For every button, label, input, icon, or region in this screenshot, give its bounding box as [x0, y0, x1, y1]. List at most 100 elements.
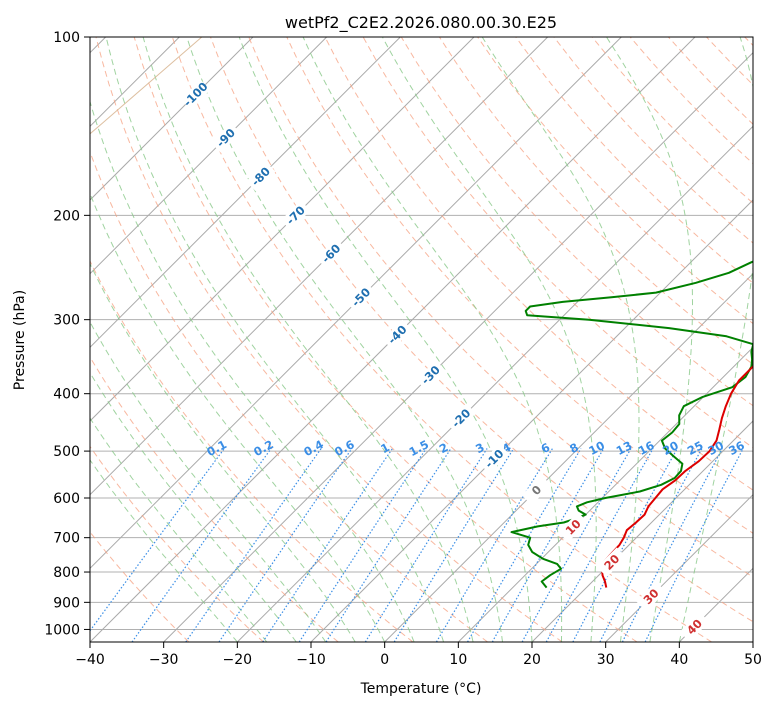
y-tick-label: 300 — [53, 313, 80, 329]
dry-adiabat — [553, 37, 753, 244]
x-tick-label: −20 — [223, 652, 253, 668]
axes: −40 −30 −20 −10 0 10 20 30 40 5010020030040050060… — [44, 30, 762, 668]
dry-adiabat — [90, 356, 339, 642]
isotherm-line — [90, 37, 475, 422]
mixing-ratio-label: 20 — [660, 438, 681, 458]
line-labels: 0.1 0.2 0.4 0.6 1 1.5 2 3 4 6 8 10 13 16 20 25 30 36-100-… — [180, 79, 747, 642]
mixing-ratio-label: 1 — [378, 440, 392, 456]
y-tick-label: 800 — [53, 565, 80, 581]
mixing-ratio-line — [131, 448, 272, 642]
isotherm-line — [90, 37, 328, 275]
isotherm-label-bg — [210, 123, 241, 153]
mixing-ratio-label: 0.1 — [204, 437, 229, 459]
dry-adiabat — [133, 37, 638, 642]
mixing-ratio-line — [185, 448, 322, 642]
y-tick-label: 500 — [53, 444, 80, 460]
plot-frame — [89, 36, 754, 643]
temperature-profile — [601, 364, 753, 588]
mixing-ratio-line — [572, 448, 678, 642]
mixing-ratio-line — [644, 448, 744, 642]
y-axis-label: Pressure (hPa) — [12, 290, 28, 390]
mixing-ratio-line — [218, 448, 353, 642]
mixing-ratio-label: 30 — [705, 438, 726, 458]
x-tick-label: 50 — [744, 652, 762, 668]
isotherm-label-bg — [180, 79, 211, 110]
x-axis-label: Temperature (°C) — [360, 681, 482, 697]
moist-adiabat — [302, 37, 563, 642]
isotherm-label-bg — [521, 475, 552, 506]
mixing-ratio-line — [90, 448, 225, 632]
dry-adiabat — [90, 445, 264, 642]
isotherm-line — [310, 199, 753, 642]
dry-adiabat — [90, 259, 414, 642]
x-tick-label: 10 — [449, 652, 467, 668]
isotherm-label-bg — [415, 360, 446, 390]
isotherm-line — [384, 272, 753, 642]
dry-adiabat — [515, 37, 753, 284]
mixing-ratio-label: 13 — [614, 438, 635, 458]
mixing-ratio-line — [435, 448, 554, 642]
y-tick-label: 1000 — [44, 622, 80, 638]
mixing-ratio-label: 0.2 — [251, 437, 276, 459]
isotherm-label-bg — [346, 282, 376, 313]
isotherm-label-bg — [446, 403, 476, 434]
moist-adiabat — [90, 459, 238, 642]
mixing-ratio-line — [325, 448, 452, 642]
x-tick-label: 40 — [670, 652, 688, 668]
mixing-ratio-label: 1.5 — [407, 437, 432, 459]
isotherm-line — [531, 420, 753, 642]
mixing-ratio-line — [466, 448, 582, 642]
reference-curve — [0, 37, 5, 642]
dry-adiabat — [171, 37, 712, 642]
dry-adiabat — [668, 37, 753, 125]
isotherm-label-bg — [479, 443, 510, 474]
isotherm-line — [457, 346, 753, 642]
moist-adiabat — [481, 37, 640, 642]
mixing-ratio-label: 25 — [685, 438, 706, 458]
mixing-ratio-line — [262, 448, 393, 642]
mixing-ratio-line — [599, 448, 703, 642]
moist-adiabat — [90, 99, 415, 642]
x-tick-label: 20 — [523, 652, 541, 668]
y-tick-label: 700 — [53, 531, 80, 547]
y-tick-label: 900 — [53, 595, 80, 611]
mixing-ratio-line — [364, 448, 488, 642]
x-tick-label: −30 — [149, 652, 179, 668]
mixing-ratio-line — [298, 448, 427, 642]
isotherm-label-bg — [382, 319, 413, 350]
moist-adiabat — [142, 37, 474, 642]
mixing-ratio-label: 6 — [539, 440, 553, 456]
moist-adiabat — [238, 37, 533, 642]
dry-adiabat — [286, 37, 753, 534]
dry-adiabat — [95, 37, 563, 642]
isotherm-line — [90, 37, 549, 496]
isotherm-label-bg — [280, 200, 311, 231]
background-lines — [0, 37, 753, 642]
moist-adiabat — [105, 37, 445, 642]
isotherm-label-bg — [558, 512, 589, 543]
moist-adiabat — [90, 262, 356, 642]
isotherm-label-bg — [245, 161, 276, 192]
dry-adiabat — [90, 150, 488, 642]
y-tick-label: 200 — [53, 208, 80, 224]
mixing-ratio-label: 36 — [726, 438, 747, 458]
isotherm-line — [163, 51, 753, 642]
mixing-ratio-label: 16 — [636, 438, 657, 458]
chart-title: wetPf2_C2E2.2026.080.00.30.E25 — [285, 13, 557, 33]
dry-adiabat — [324, 37, 753, 491]
dewpoint-profile — [510, 260, 753, 589]
mixing-ratio-label: 10 — [586, 438, 607, 458]
mixing-ratio-label: 3 — [473, 440, 487, 456]
dry-adiabat — [90, 531, 190, 642]
moist-adiabat — [90, 371, 297, 642]
mixing-ratio-label: 0.6 — [332, 437, 357, 459]
x-tick-label: −10 — [296, 652, 326, 668]
mixing-ratio-line — [491, 448, 605, 642]
x-tick-label: −40 — [75, 652, 105, 668]
moist-adiabat — [186, 37, 503, 642]
dry-adiabat — [248, 37, 753, 578]
mixing-ratio-label: 0.4 — [301, 437, 326, 459]
mixing-ratio-line — [621, 448, 723, 642]
isotherm-label-bg — [636, 581, 666, 612]
